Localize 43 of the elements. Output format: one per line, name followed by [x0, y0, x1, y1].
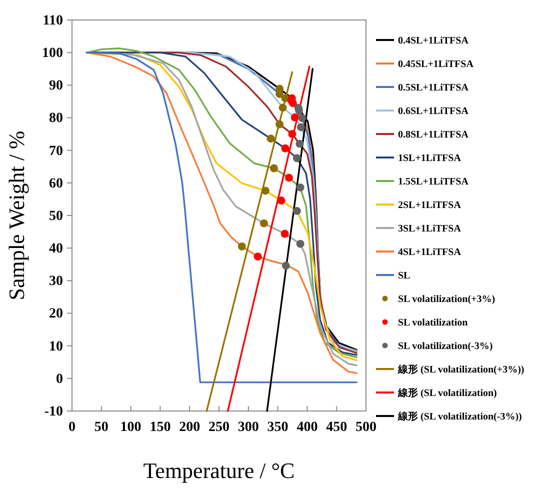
legend-label: SL	[398, 270, 411, 282]
y-tick-label: 20	[49, 306, 63, 322]
y-tick-label: 50	[49, 208, 63, 224]
x-tick-label: 500	[356, 420, 376, 435]
legend-label: 線形 (SL volatilization(-3%))	[397, 410, 522, 422]
legend-label: 2SL+1LiTFSA	[398, 200, 462, 211]
y-tick-label: 90	[49, 78, 63, 94]
y-tick-label: 10	[49, 339, 63, 354]
x-tick-label: 350	[267, 420, 288, 435]
x-tick-label: 100	[120, 420, 142, 435]
legend-label: 4SL+1LiTFSA	[398, 247, 462, 258]
y-tick-label: 100	[42, 46, 63, 62]
legend-label: SL volatilization(-3%)	[398, 341, 493, 352]
legend-label: 3SL+1LiTFSA	[398, 224, 462, 234]
legend-label: SL volatilization	[398, 318, 468, 328]
legend-label: SL volatilization(+3%)	[398, 294, 496, 305]
x-axis-title: Temperature / °C	[143, 458, 295, 483]
y-axis-title: Sample Weight / %	[4, 130, 29, 300]
legend-label: 1.5SL+1LiTFSA	[398, 176, 470, 188]
y-tick-label: -10	[44, 404, 63, 420]
x-tick-label: 200	[179, 420, 200, 435]
legend-label: 0.5SL+1LiTFSA	[398, 82, 470, 94]
x-tick-label: 400	[296, 420, 318, 435]
y-tick-label: 80	[49, 111, 63, 126]
legend-label: 1SL+1LiTFSA	[398, 153, 462, 164]
legend-label: 0.45SL+1LiTFSA	[398, 59, 474, 70]
y-tick-label: 40	[49, 242, 63, 257]
x-tick-label: 450	[326, 420, 348, 435]
y-tick-label: 60	[49, 176, 63, 192]
y-tick-label: 110	[42, 13, 63, 28]
x-tick-label: 0	[68, 420, 76, 435]
legend-label: 0.4SL+1LiTFSA	[398, 36, 470, 46]
x-tick-label: 300	[238, 420, 259, 435]
legend-label: 線形 (SL volatilization)	[397, 387, 497, 399]
x-tick-label: 50	[94, 420, 108, 435]
legend-label: 0.6SL+1LiTFSA	[398, 106, 470, 117]
legend-label: 線形 (SL volatilization(+3%))	[397, 364, 524, 376]
y-tick-label: 30	[49, 274, 63, 290]
legend-label: 0.8SL+1LiTFSA	[398, 130, 470, 140]
y-tick-label: 70	[49, 144, 63, 159]
x-tick-label: 150	[150, 420, 171, 435]
y-tick-label: 0	[56, 372, 63, 387]
x-tick-label: 250	[208, 420, 230, 435]
